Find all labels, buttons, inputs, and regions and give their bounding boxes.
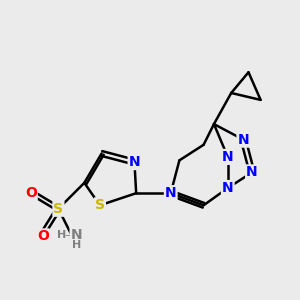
Text: –: – — [65, 230, 70, 240]
Text: O: O — [37, 230, 49, 243]
Text: N: N — [222, 150, 234, 164]
Text: O: O — [25, 186, 37, 200]
Text: N: N — [129, 155, 140, 169]
Text: N: N — [246, 166, 258, 179]
Text: H: H — [57, 230, 67, 240]
Text: S: S — [95, 198, 105, 212]
Text: N: N — [238, 133, 249, 147]
Text: S: S — [53, 202, 63, 216]
Text: H: H — [72, 240, 81, 250]
Text: N: N — [165, 186, 176, 200]
Text: N: N — [70, 228, 82, 242]
Text: N: N — [222, 181, 234, 195]
